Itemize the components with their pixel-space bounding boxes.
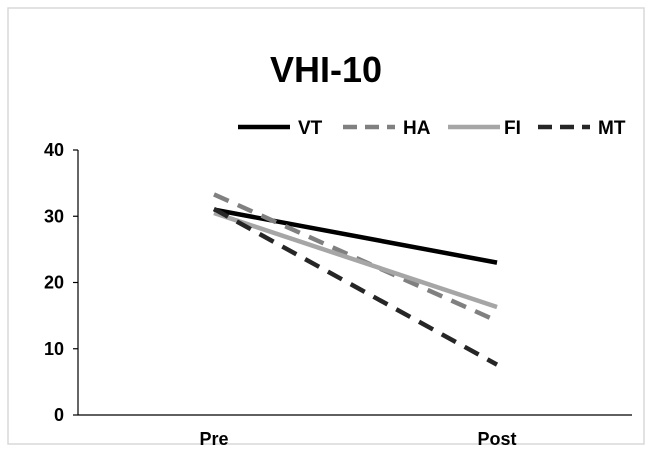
legend-label-fi: FI [504, 118, 521, 139]
chart-title: VHI-10 [270, 49, 382, 90]
y-tick-label: 40 [44, 140, 64, 160]
x-tick-label: Post [477, 429, 516, 449]
y-tick-label: 0 [54, 405, 64, 425]
x-tick-label: Pre [199, 429, 228, 449]
series-layer [212, 192, 499, 367]
series-line-fi [213, 210, 498, 310]
legend-label-mt: MT [598, 118, 626, 139]
y-tick-label: 30 [44, 206, 64, 226]
series-line-vt [213, 207, 498, 265]
legend: VT HA FI MT [238, 118, 626, 139]
y-tick-label: 20 [44, 273, 64, 293]
y-tick-label: 10 [44, 339, 64, 359]
legend-label-ha: HA [403, 118, 431, 139]
axes: 0 10 20 30 40 Pre Post [44, 140, 632, 449]
chart-border [7, 7, 645, 445]
series-line-mt [212, 206, 499, 367]
legend-label-vt: VT [298, 118, 323, 139]
